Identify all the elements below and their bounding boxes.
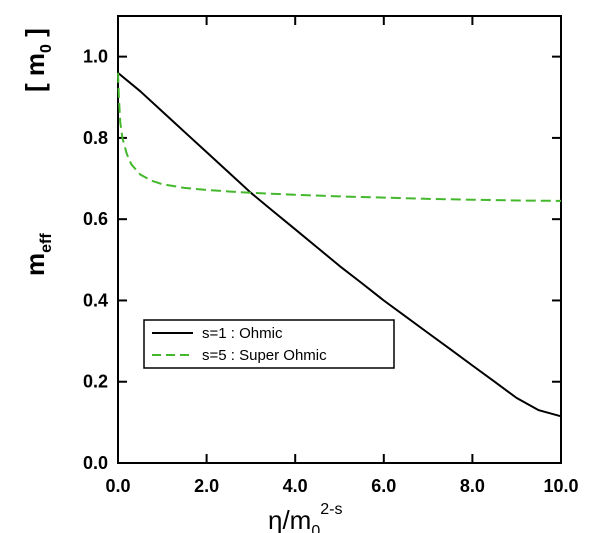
y-axis-unit: [ m0 ] [20, 28, 55, 92]
x-axis-label: η/m02-s [268, 501, 342, 533]
y-tick-label: 0.4 [83, 290, 108, 310]
x-tick-label: 10.0 [543, 476, 578, 496]
y-tick-label: 0.2 [83, 372, 108, 392]
legend-label-super-ohmic: s=5 : Super Ohmic [202, 347, 327, 364]
y-axis-label: meff [20, 233, 55, 276]
plot-area-frame [117, 15, 562, 464]
y-tick-label: 0.0 [83, 453, 108, 473]
x-tick-label: 4.0 [283, 476, 308, 496]
x-tick-label: 2.0 [194, 476, 219, 496]
legend-box [143, 319, 395, 369]
y-tick-label: 1.0 [83, 47, 108, 67]
series-line-ohmic [117, 72, 562, 418]
legend-label-ohmic: s=1 : Ohmic [202, 325, 283, 342]
series-layer [117, 72, 562, 418]
series-line-super-ohmic [117, 72, 562, 202]
y-tick-label: 0.8 [83, 128, 108, 148]
x-tick-label: 6.0 [371, 476, 396, 496]
legend: s=1 : Ohmic s=5 : Super Ohmic [143, 319, 395, 369]
axis-ticks: 0.0 2.0 4.0 6.0 8.0 10.0 0.0 0.2 0.4 0.6 0.8 1.0 [83, 16, 579, 496]
x-tick-label: 0.0 [105, 476, 130, 496]
y-tick-label: 0.6 [83, 209, 108, 229]
x-tick-label: 8.0 [460, 476, 485, 496]
